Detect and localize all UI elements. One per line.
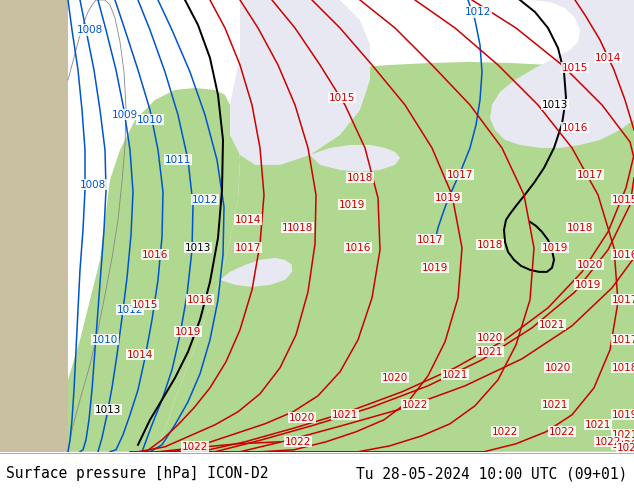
Text: 1009: 1009	[112, 110, 138, 120]
Text: 1013: 1013	[95, 405, 121, 415]
Text: 1013: 1013	[542, 100, 568, 110]
Text: 1016: 1016	[142, 250, 168, 260]
Polygon shape	[0, 0, 68, 452]
Text: 1022: 1022	[595, 437, 621, 447]
Text: 1012: 1012	[465, 7, 491, 17]
Text: 1017: 1017	[417, 235, 443, 245]
Text: 1010: 1010	[92, 335, 118, 345]
Text: 1019: 1019	[612, 410, 634, 420]
Text: 1014: 1014	[127, 350, 153, 360]
Text: 1019: 1019	[542, 243, 568, 253]
Text: 1022: 1022	[182, 442, 208, 452]
Text: 1022: 1022	[617, 443, 634, 453]
Text: 1008: 1008	[77, 25, 103, 35]
Polygon shape	[155, 62, 634, 452]
Text: 1015: 1015	[612, 195, 634, 205]
Text: Surface pressure [hPa] ICON-D2: Surface pressure [hPa] ICON-D2	[6, 466, 269, 482]
Text: 1018: 1018	[347, 173, 373, 183]
Text: 1015: 1015	[281, 223, 308, 233]
Text: 1018: 1018	[287, 223, 313, 233]
Text: 1019: 1019	[175, 327, 201, 337]
Polygon shape	[230, 0, 370, 165]
Text: 1018: 1018	[612, 363, 634, 373]
Text: 1021: 1021	[477, 347, 503, 357]
Text: 1010: 1010	[137, 115, 163, 125]
Text: 1015: 1015	[329, 93, 355, 103]
Text: 1021: 1021	[542, 400, 568, 410]
Polygon shape	[220, 258, 292, 287]
Text: 1016: 1016	[187, 295, 213, 305]
Text: 1014: 1014	[235, 215, 261, 225]
Text: 1018: 1018	[477, 240, 503, 250]
Text: 1012: 1012	[192, 195, 218, 205]
Text: 1019: 1019	[339, 200, 365, 210]
Text: 1021: 1021	[585, 420, 611, 430]
Polygon shape	[380, 0, 634, 148]
Text: 1016: 1016	[345, 243, 371, 253]
Text: Tu 28-05-2024 10:00 UTC (09+01): Tu 28-05-2024 10:00 UTC (09+01)	[356, 466, 628, 482]
Text: 1020: 1020	[289, 413, 315, 423]
Text: 1013: 1013	[185, 243, 211, 253]
Text: 1017: 1017	[235, 243, 261, 253]
Text: 1021: 1021	[612, 430, 634, 440]
Text: 1019: 1019	[575, 280, 601, 290]
Text: 1016: 1016	[562, 123, 588, 133]
Text: 1021: 1021	[539, 320, 565, 330]
Text: 1012: 1012	[117, 305, 143, 315]
Text: 1020: 1020	[382, 373, 408, 383]
Text: 1022: 1022	[402, 400, 428, 410]
Text: 1021: 1021	[332, 410, 358, 420]
Text: 1020: 1020	[545, 363, 571, 373]
Text: 1014: 1014	[595, 53, 621, 63]
Text: 1020: 1020	[477, 333, 503, 343]
Polygon shape	[310, 145, 400, 172]
Text: 1019: 1019	[435, 193, 461, 203]
Text: 1019: 1019	[422, 263, 448, 273]
Text: 1022: 1022	[285, 437, 311, 447]
Text: 1022: 1022	[492, 427, 518, 437]
Text: 1018: 1018	[567, 223, 593, 233]
Text: 1017: 1017	[577, 170, 603, 180]
Text: 1022: 1022	[549, 427, 575, 437]
Text: 1016: 1016	[612, 250, 634, 260]
Text: 1017: 1017	[447, 170, 473, 180]
Text: 1008: 1008	[80, 180, 106, 190]
Text: 1015: 1015	[132, 300, 158, 310]
Text: 1017: 1017	[612, 295, 634, 305]
Text: 1020: 1020	[612, 440, 634, 450]
Polygon shape	[68, 88, 240, 452]
Text: 1011: 1011	[165, 155, 191, 165]
Text: 1015: 1015	[562, 63, 588, 73]
Text: 1020: 1020	[577, 260, 603, 270]
Text: 1021: 1021	[442, 370, 468, 380]
Text: 1017: 1017	[612, 335, 634, 345]
